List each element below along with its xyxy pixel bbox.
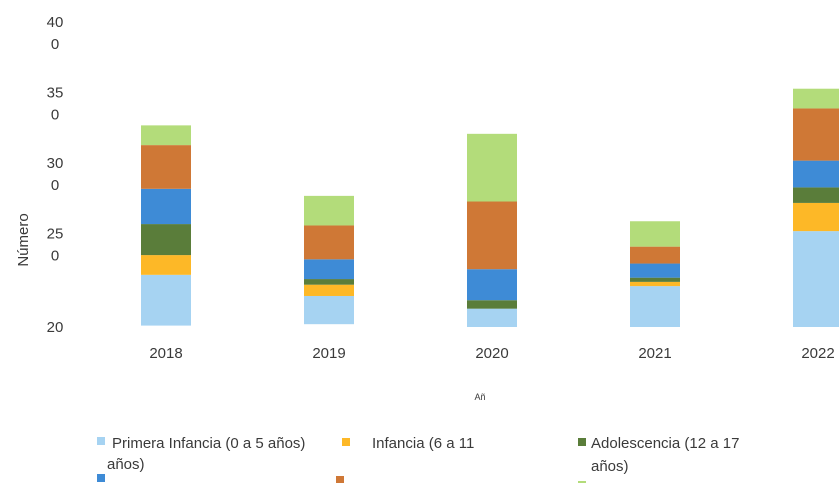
bar-segment (304, 284, 354, 296)
legend-swatch (336, 476, 344, 483)
y-tick-label: 30 0 (47, 155, 64, 194)
bar-segment (467, 269, 517, 301)
bar-segment (141, 188, 191, 225)
legend: Primera Infancia (0 a 5 años) Infancia (6… (97, 435, 739, 483)
legend-swatch (97, 474, 105, 482)
legend-swatch (578, 481, 586, 483)
y-tick-label: 40 0 (47, 14, 64, 53)
y-tick-line: 40 (47, 14, 64, 31)
bar-segment (793, 202, 839, 232)
y-tick-line: 35 (47, 85, 64, 102)
y-tick-line: 0 (51, 248, 59, 265)
legend-label: Primera Infancia (0 a 5 años) (112, 435, 305, 452)
y-axis-title: Número (15, 213, 32, 266)
bar-segment (630, 281, 680, 287)
bar-segment (467, 308, 517, 327)
x-axis-title: Añ (474, 392, 485, 402)
bar-segment (141, 274, 191, 326)
bar-segment (630, 277, 680, 282)
y-tick-line: 0 (51, 36, 59, 53)
bar-segment (304, 259, 354, 280)
bar-segment (793, 108, 839, 161)
y-tick-line: 20 (47, 319, 64, 336)
x-axis-categories: 2018 2019 2020 2021 2022 (149, 345, 834, 362)
bar-segment (467, 300, 517, 309)
bar-segment (793, 88, 839, 109)
bar-segment (141, 145, 191, 189)
y-tick-line: 0 (51, 177, 59, 194)
y-tick-label: 25 0 (47, 226, 64, 265)
bar-segment (793, 160, 839, 188)
x-category-label: 2020 (475, 345, 508, 362)
bar-segment (467, 201, 517, 270)
legend-label: Infancia (6 a 11 (372, 435, 474, 452)
y-axis-ticks: 40 035 030 025 020 (47, 14, 64, 336)
bar-segment (304, 225, 354, 260)
legend-label: Adolescencia (12 a 17 (591, 435, 739, 452)
y-tick-line: 0 (51, 107, 59, 124)
bar-segment (467, 133, 517, 202)
bar-segment (304, 295, 354, 325)
y-tick-label: 20 (47, 319, 64, 336)
bar-segment (630, 246, 680, 264)
bar-segment (793, 187, 839, 203)
y-tick-label: 35 0 (47, 85, 64, 124)
bar-segment (141, 125, 191, 146)
legend-swatch (97, 437, 105, 445)
bar-segment (630, 221, 680, 247)
bar-segment (793, 231, 839, 327)
bar-segment (630, 286, 680, 327)
bar-segment (304, 195, 354, 226)
y-tick-line: 30 (47, 155, 64, 172)
legend-swatch (342, 438, 350, 446)
legend-label: años) (107, 456, 145, 473)
x-category-label: 2019 (312, 345, 345, 362)
x-category-label: 2018 (149, 345, 182, 362)
legend-swatch (578, 438, 586, 446)
bars (141, 88, 839, 327)
bar-segment (141, 224, 191, 256)
x-category-label: 2021 (638, 345, 671, 362)
bar-segment (304, 279, 354, 285)
y-tick-line: 25 (47, 226, 64, 243)
x-category-label: 2022 (801, 345, 834, 362)
bar-segment (141, 255, 191, 275)
bar-segment (630, 263, 680, 278)
legend-label: años) (591, 458, 629, 475)
